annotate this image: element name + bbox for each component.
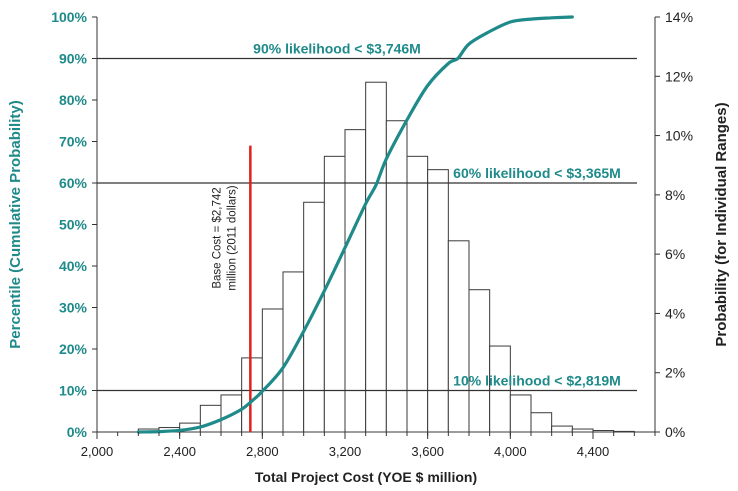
- histogram-bar: [199, 404, 222, 433]
- histogram-bar: [530, 412, 553, 433]
- left-tick-label: 30%: [59, 300, 88, 316]
- right-tick-label: 8%: [665, 187, 685, 203]
- axis-titles: Percentile (Cumulative Probability) Prob…: [7, 100, 730, 485]
- histogram-bar: [592, 430, 615, 433]
- x-tick-label: 4,000: [494, 444, 527, 459]
- reference-line-label: 60% likelihood < $3,365M: [453, 165, 621, 181]
- left-tick-label: 10%: [59, 383, 88, 399]
- x-tick-label: 2,800: [246, 444, 279, 459]
- reference-line-label: 10% likelihood < $2,819M: [453, 373, 621, 389]
- histogram-bar: [571, 428, 594, 433]
- left-tick-label: 80%: [59, 92, 88, 108]
- histogram-bar: [551, 425, 573, 433]
- histogram-bar: [447, 240, 470, 433]
- x-tick-label: 3,200: [329, 444, 362, 459]
- x-tick-label: 3,600: [411, 444, 444, 459]
- right-tick-label: 4%: [665, 305, 685, 321]
- histogram-bar: [468, 289, 491, 433]
- x-tick-label: 2,000: [81, 444, 114, 459]
- histogram-bar: [427, 169, 449, 433]
- left-tick-label: 20%: [59, 341, 88, 357]
- histogram-bar: [385, 120, 408, 433]
- left-tick-label: 40%: [59, 258, 88, 274]
- cumulative-curve-group: [136, 15, 574, 434]
- reference-lines: 90% likelihood < $3,746M 60% likelihood <…: [97, 41, 637, 392]
- tick-labels: 0% 10% 20% 30% 40% 50% 60% 70% 80% 90% 100% 0% 2% 4% 6…: [51, 9, 693, 459]
- x-tick-label: 4,400: [577, 444, 610, 459]
- right-tick-label: 0%: [665, 424, 685, 440]
- reference-line-label: 90% likelihood < $3,746M: [253, 41, 421, 57]
- right-tick-label: 10%: [665, 128, 693, 144]
- base-cost-label-line-2: million (2011 dollars): [226, 185, 238, 290]
- left-tick-label: 100%: [51, 9, 87, 25]
- right-tick-label: 6%: [665, 246, 685, 262]
- right-tick-label: 2%: [665, 365, 685, 381]
- x-axis-title: Total Project Cost (YOE $ million): [255, 469, 477, 485]
- histogram-bar: [509, 394, 532, 433]
- right-axis-title: Probability (for Individual Ranges): [713, 102, 730, 346]
- cumulative-curve: [136, 15, 574, 434]
- base-cost-label-line-1: Base Cost = $2,742: [211, 187, 223, 288]
- x-tick-label: 2,400: [163, 444, 196, 459]
- left-tick-label: 50%: [59, 217, 88, 233]
- right-tick-label: 14%: [665, 9, 693, 25]
- left-tick-label: 0%: [67, 424, 88, 440]
- right-tick-label: 12%: [665, 68, 693, 84]
- left-axis-title: Percentile (Cumulative Probability): [7, 100, 24, 348]
- histogram-bar: [613, 430, 635, 433]
- base-cost-group: Base Cost = $2,742 million (2011 dollars…: [211, 145, 252, 432]
- left-tick-label: 90%: [59, 51, 88, 67]
- left-tick-label: 60%: [59, 175, 88, 191]
- left-tick-label: 70%: [59, 134, 88, 150]
- histogram-bar: [303, 201, 325, 433]
- histogram-bar: [344, 129, 367, 433]
- histogram-bar: [365, 81, 387, 433]
- histogram-bars: [137, 81, 635, 433]
- histogram-bar: [489, 345, 511, 433]
